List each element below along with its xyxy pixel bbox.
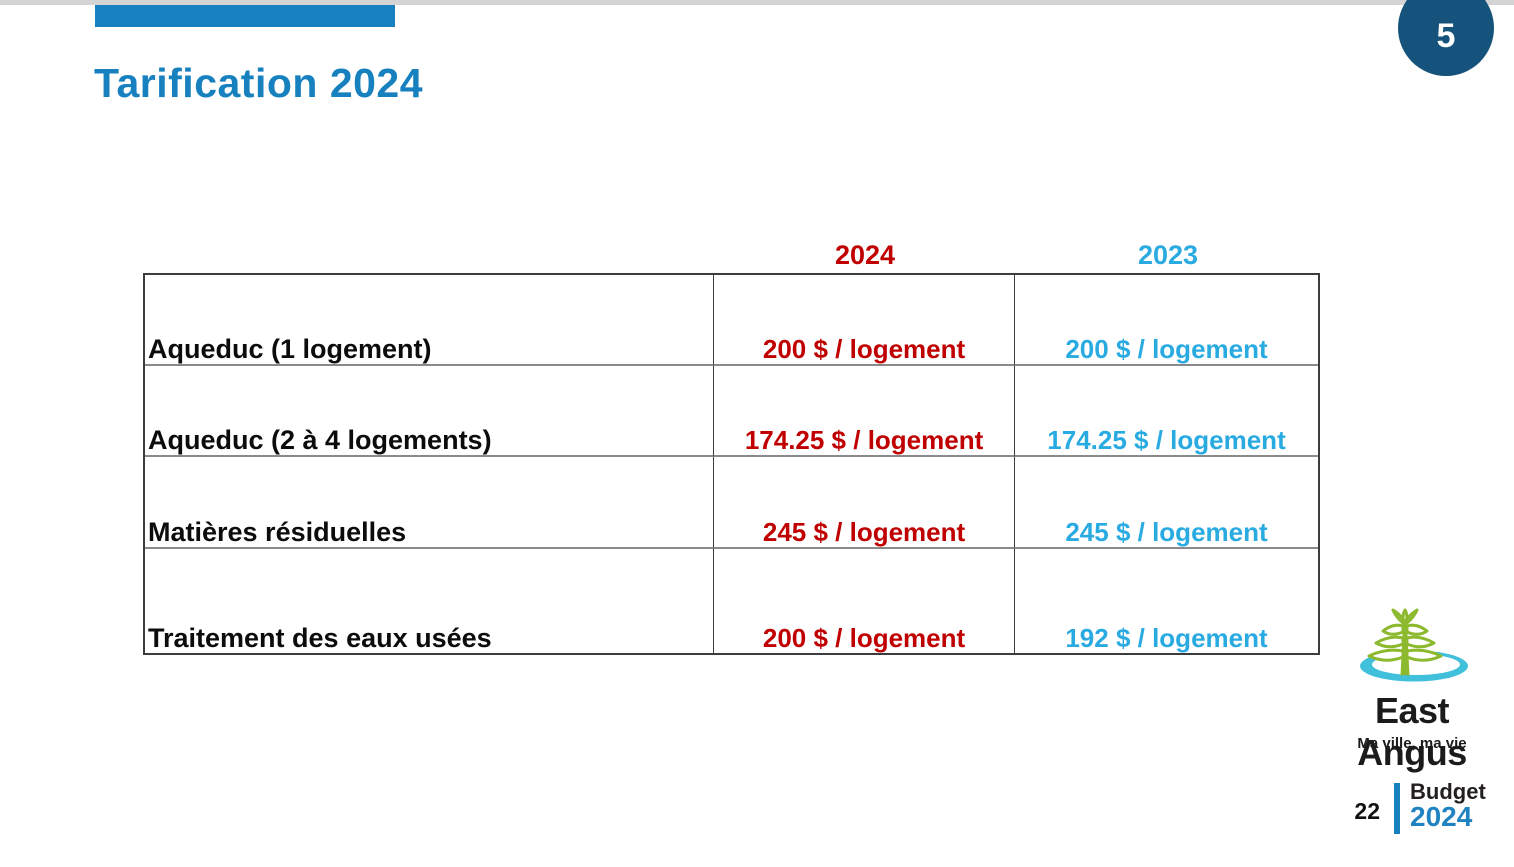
footer-budget-year: 2024 <box>1410 801 1473 832</box>
table-row-label: Aqueduc (2 à 4 logements) <box>145 366 715 458</box>
footer-divider-bar <box>1394 783 1400 834</box>
table-value-2023: 200 $ / logement <box>1015 275 1318 367</box>
table-row-label: Matières résiduelles <box>145 457 715 550</box>
footer-budget-label: Budget <box>1410 779 1486 804</box>
page-title: Tarification 2024 <box>94 60 424 106</box>
footer-page-number: 22 <box>1354 798 1380 824</box>
top-edge-strip <box>0 0 1514 5</box>
table-value-2024: 200 $ / logement <box>714 549 1016 653</box>
table-value-2023: 245 $ / logement <box>1015 457 1318 550</box>
east-angus-tree-over-water-icon <box>1360 608 1468 682</box>
title-accent-bar <box>95 5 395 27</box>
page-number-badge-label: 5 <box>1436 16 1456 55</box>
table-value-2024: 245 $ / logement <box>714 457 1016 550</box>
table-value-2024: 200 $ / logement <box>714 275 1016 367</box>
table-row-label: Aqueduc (1 logement) <box>145 275 715 367</box>
logo-wordmark: East Angus <box>1357 690 1467 773</box>
table-value-2024: 174.25 $ / logement <box>714 366 1016 458</box>
logo-tagline: Ma ville, ma vie <box>1357 735 1467 752</box>
table-value-2023: 192 $ / logement <box>1065 622 1268 653</box>
table-value-2023: 174.25 $ / logement <box>1015 366 1318 458</box>
column-header-2024: 2024 <box>834 240 896 270</box>
page-number-badge: 5 <box>1398 0 1494 76</box>
tarification-table: Aqueduc (1 logement) 200 $ / logement 20… <box>143 273 1320 655</box>
table-row-label: Traitement des eaux usées <box>145 549 715 653</box>
column-header-2023: 2023 <box>1137 240 1199 270</box>
